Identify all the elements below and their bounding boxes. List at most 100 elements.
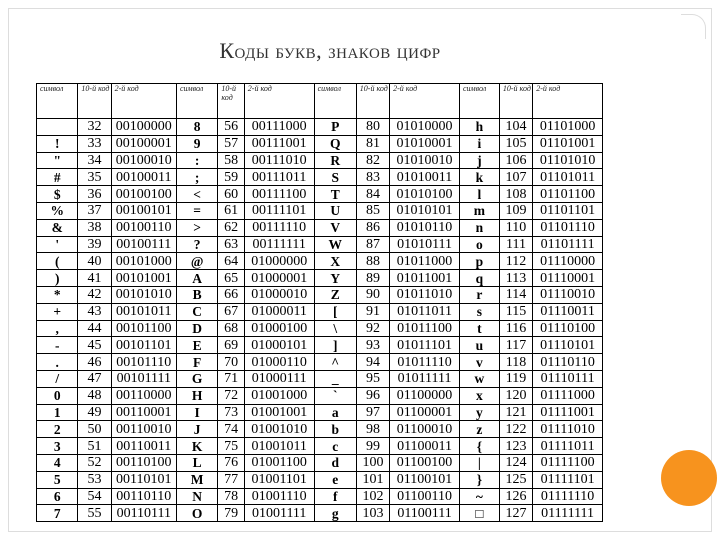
binary-code-cell: 01011000 bbox=[389, 252, 460, 271]
decimal-code-cell: 124 bbox=[498, 453, 534, 472]
table-row: ' 39 00100111? 63 00111111 W 87 01010111 o 111 011… bbox=[35, 235, 603, 254]
binary-code-cell: 01110000 bbox=[532, 252, 603, 271]
binary-code-cell: 01010011 bbox=[389, 168, 460, 187]
table-row: #35 00100011; 59 00111011 S 83 01010011 k 107 011… bbox=[35, 168, 603, 187]
binary-code-cell: 01011011 bbox=[389, 302, 460, 321]
binary-code-cell: 01100111 bbox=[389, 504, 460, 523]
symbol-cell: > bbox=[175, 218, 219, 237]
symbol-cell: B bbox=[175, 285, 219, 304]
binary-code-cell: 01101101 bbox=[532, 201, 603, 220]
symbol-cell: t bbox=[458, 319, 500, 338]
decimal-code-cell: 87 bbox=[355, 235, 391, 254]
binary-code-cell: 01110101 bbox=[532, 336, 603, 355]
binary-code-cell: 01011100 bbox=[389, 319, 460, 338]
decimal-code-cell: 42 bbox=[77, 285, 112, 304]
table-header-row: символ 10-й код 2-й код символ 10-й код 2-й к… bbox=[35, 83, 603, 119]
binary-code-cell: 00101101 bbox=[110, 336, 177, 355]
binary-code-cell: 01001101 bbox=[243, 470, 315, 489]
symbol-cell: @ bbox=[175, 252, 219, 271]
decimal-code-cell: 101 bbox=[355, 470, 391, 489]
decimal-code-cell: 79 bbox=[217, 504, 245, 523]
binary-code-cell: 01111011 bbox=[532, 437, 603, 455]
decorative-orange-circle bbox=[661, 450, 717, 506]
symbol-cell: s bbox=[458, 302, 500, 321]
symbol-cell: - bbox=[35, 336, 79, 355]
binary-code-cell: 01001011 bbox=[243, 437, 315, 455]
symbol-cell: & bbox=[35, 218, 79, 237]
binary-code-cell: 01010110 bbox=[389, 218, 460, 237]
column-header: символ bbox=[35, 83, 79, 119]
binary-code-cell: 00101000 bbox=[110, 252, 177, 271]
column-header: 10-й код bbox=[498, 83, 534, 119]
binary-code-cell: 00101010 bbox=[110, 285, 177, 304]
symbol-cell: ? bbox=[175, 235, 219, 254]
symbol-cell: ; bbox=[175, 168, 219, 187]
binary-code-cell: 01000010 bbox=[243, 285, 315, 304]
table-row: 5 53 00110101 M 77 01001101 e 101 01100101} 125 01… bbox=[35, 470, 603, 489]
table-row: * 42 00101010 B 66 01000010 Z 90 01011010 r 114 011… bbox=[35, 285, 603, 304]
binary-code-cell: 01101000 bbox=[532, 118, 603, 136]
decimal-code-cell: 104 bbox=[498, 118, 534, 136]
binary-code-cell: 01011110 bbox=[389, 353, 460, 371]
decimal-code-cell: 67 bbox=[217, 302, 245, 321]
symbol-cell: G bbox=[175, 369, 219, 388]
symbol-cell: , bbox=[35, 319, 79, 338]
decimal-code-cell: 109 bbox=[498, 201, 534, 220]
decimal-code-cell: 56 bbox=[217, 118, 245, 136]
symbol-cell: F bbox=[175, 353, 219, 371]
table-row: 32 00100000 8 56 00111000 P 80 01010000 h 104 0110… bbox=[35, 118, 603, 136]
binary-code-cell: 01000101 bbox=[243, 336, 315, 355]
binary-code-cell: 01000000 bbox=[243, 252, 315, 271]
table-row: 0 48 00110000 H 72 01001000 ` 96 01100000 x 120 011… bbox=[35, 386, 603, 405]
ascii-code-table: символ 10-й код 2-й код символ 10-й код 2-й к… bbox=[35, 83, 603, 523]
symbol-cell bbox=[35, 118, 79, 136]
decimal-code-cell: 45 bbox=[77, 336, 112, 355]
binary-code-cell: 00111011 bbox=[243, 168, 315, 187]
column-header: 2-й код bbox=[243, 83, 315, 119]
binary-code-cell: 00110100 bbox=[110, 453, 177, 472]
decimal-code-cell: 52 bbox=[77, 453, 112, 472]
binary-code-cell: 00100101 bbox=[110, 201, 177, 220]
symbol-cell: l bbox=[458, 185, 500, 203]
decimal-code-cell: 119 bbox=[498, 369, 534, 388]
decimal-code-cell: 46 bbox=[77, 353, 112, 371]
binary-code-cell: 01001001 bbox=[243, 403, 315, 422]
symbol-cell: ~ bbox=[458, 487, 500, 506]
symbol-cell: J bbox=[175, 420, 219, 439]
symbol-cell: 0 bbox=[35, 386, 79, 405]
symbol-cell: # bbox=[35, 168, 79, 187]
decimal-code-cell: 80 bbox=[355, 118, 391, 136]
binary-code-cell: 00101110 bbox=[110, 353, 177, 371]
decimal-code-cell: 72 bbox=[217, 386, 245, 405]
decimal-code-cell: 73 bbox=[217, 403, 245, 422]
symbol-cell: r bbox=[458, 285, 500, 304]
symbol-cell: A bbox=[175, 269, 219, 287]
decimal-code-cell: 35 bbox=[77, 168, 112, 187]
binary-code-cell: 01001111 bbox=[243, 504, 315, 523]
symbol-cell: 1 bbox=[35, 403, 79, 422]
symbol-cell: D bbox=[175, 319, 219, 338]
decimal-code-cell: 85 bbox=[355, 201, 391, 220]
binary-code-cell: 01101010 bbox=[532, 151, 603, 170]
decimal-code-cell: 48 bbox=[77, 386, 112, 405]
binary-code-cell: 01111111 bbox=[532, 504, 603, 523]
symbol-cell: 4 bbox=[35, 453, 79, 472]
symbol-cell: y bbox=[458, 403, 500, 422]
binary-code-cell: 01111110 bbox=[532, 487, 603, 506]
symbol-cell: } bbox=[458, 470, 500, 489]
binary-code-cell: 00110101 bbox=[110, 470, 177, 489]
binary-code-cell: 01010001 bbox=[389, 134, 460, 153]
symbol-cell: { bbox=[458, 437, 500, 455]
table-row: 1 49 00110001 I 73 01001001 a 97 01100001 y 121 011… bbox=[35, 403, 603, 422]
decimal-code-cell: 61 bbox=[217, 201, 245, 220]
binary-code-cell: 01000111 bbox=[243, 369, 315, 388]
decimal-code-cell: 64 bbox=[217, 252, 245, 271]
decimal-code-cell: 91 bbox=[355, 302, 391, 321]
binary-code-cell: 01111000 bbox=[532, 386, 603, 405]
symbol-cell: c bbox=[313, 437, 357, 455]
symbol-cell: W bbox=[313, 235, 357, 254]
binary-code-cell: 01110111 bbox=[532, 369, 603, 388]
decimal-code-cell: 74 bbox=[217, 420, 245, 439]
decimal-code-cell: 49 bbox=[77, 403, 112, 422]
binary-code-cell: 00110111 bbox=[110, 504, 177, 523]
